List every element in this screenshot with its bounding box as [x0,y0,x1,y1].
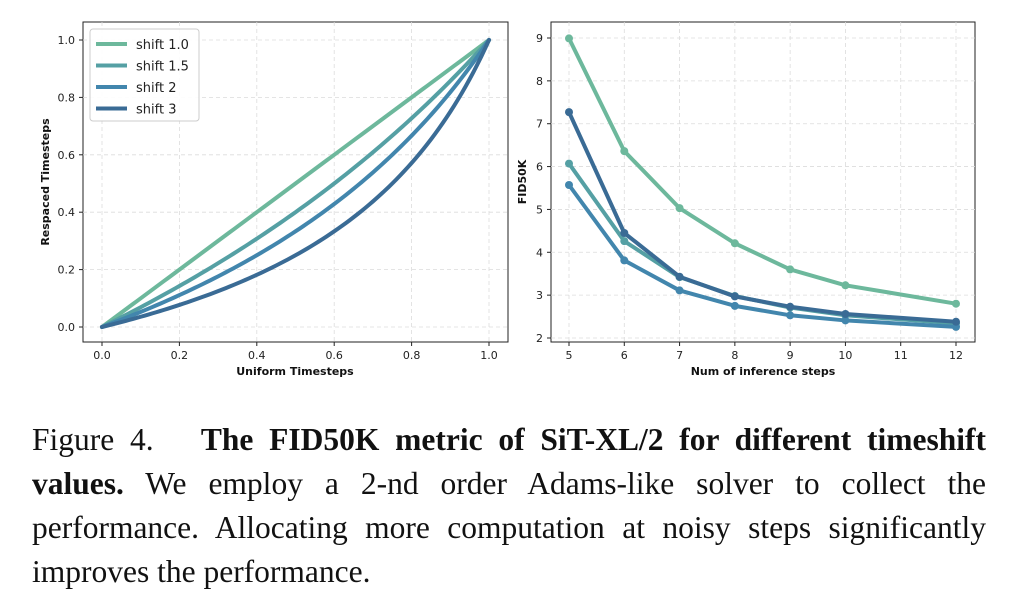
x-tick-label: 1.0 [480,349,498,362]
x-tick-label: 0.4 [248,349,266,362]
caption-title: The FID50K metric of SiT-XL/2 for differ… [32,422,986,501]
x-tick-label: 6 [621,349,628,362]
y-axis-label-left: Respaced Timesteps [39,118,52,246]
series-line [100,38,491,329]
data-point [565,159,573,168]
figure: 0.0 0.2 0.4 0.6 0.8 1.0 0.0 0.2 0.4 0.6 0.8 1.0 Uni… [39,21,976,378]
x-axis-label-left: Uniform Timesteps [236,365,354,378]
y-tick-label: 0.2 [58,264,76,277]
x-tick-label: 9 [787,349,794,362]
data-point [952,317,960,326]
legend: shift 1.0 shift 1.5 shift 2 shift 3 [89,28,200,122]
data-point [675,286,684,295]
data-point [786,265,795,274]
x-tick-label: 0.6 [325,349,343,362]
caption-text: We employ a 2-nd order Adams-like solver… [32,466,986,589]
caption-label: Figure 4. [32,422,154,457]
data-point [786,302,795,311]
data-point [620,237,629,246]
y-tick-label: 0.6 [58,149,76,162]
data-point [565,181,573,189]
plot-area-right [550,21,976,343]
series-line [100,38,491,329]
x-tick-label: 8 [731,349,738,362]
x-tick-label: 5 [566,349,573,362]
y-tick-label: 1.0 [58,34,76,47]
legend-label: shift 2 [136,81,176,96]
data-point [952,299,960,308]
data-point [730,301,739,310]
figure-caption: Figure 4. The FID50K metric of SiT-XL/2 … [32,418,986,594]
y-tick-label: 2 [536,332,543,345]
chart-timestep-respacing: 0.0 0.2 0.4 0.6 0.8 1.0 0.0 0.2 0.4 0.6 0.8 1.0 Uni… [39,21,509,378]
y-tick-label: 5 [536,203,543,216]
data-point [565,108,573,117]
y-tick-label: 9 [536,32,543,45]
y-axis-label-right: FID50K [516,159,529,204]
data-point [841,310,850,318]
data-point [565,34,573,43]
data-point [675,272,684,281]
y-tick-label: 0.8 [58,91,76,104]
data-point [841,281,850,290]
legend-label: shift 3 [136,103,176,118]
x-tick-label: 0.2 [171,349,189,362]
y-tick-label: 4 [536,246,543,259]
x-tick-label: 0.8 [403,349,421,362]
x-tick-label: 12 [949,349,963,362]
x-tick-label: 0.0 [93,349,111,362]
series-line [100,38,491,329]
y-tick-label: 3 [536,289,543,302]
data-point [730,292,739,301]
legend-label: shift 1.5 [136,60,189,75]
x-axis-label-right: Num of inference steps [691,365,836,378]
data-point [620,229,629,237]
y-tick-label: 7 [536,118,543,131]
data-point [620,256,629,265]
legend-label: shift 1.0 [136,38,189,53]
series-line [100,38,491,329]
data-point [730,239,739,248]
data-point [786,311,795,320]
chart-fid-vs-steps: 5 6 7 8 9 10 11 12 2 3 4 5 6 7 8 9 Num of inference ste… [516,21,976,378]
x-tick-label: 10 [838,349,852,362]
data-point [675,204,684,213]
legend-box [89,28,200,122]
y-tick-label: 8 [536,75,543,88]
y-tick-label: 0.4 [58,206,76,219]
data-point [841,316,850,325]
y-tick-label: 0.0 [58,321,76,334]
x-tick-label: 11 [894,349,908,362]
figure-svg: 0.0 0.2 0.4 0.6 0.8 1.0 0.0 0.2 0.4 0.6 0.8 1.0 Uni… [39,21,976,378]
data-point [620,147,629,156]
y-tick-label: 6 [536,161,543,174]
x-tick-label: 7 [676,349,683,362]
